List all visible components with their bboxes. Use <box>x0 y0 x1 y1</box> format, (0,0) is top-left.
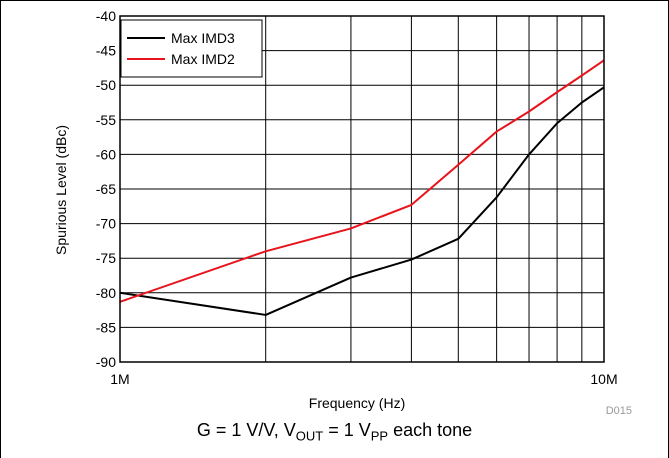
plot-area-border <box>119 15 605 363</box>
y-tick-label: -75 <box>96 250 116 266</box>
y-tick-label: -45 <box>96 43 116 59</box>
x-tick-label: 1M <box>110 371 129 387</box>
y-tick-label: -80 <box>96 285 116 301</box>
axis-layer: -90 -85 -80 -75 -70 -65 -60 -55 -50 -45 -40 1M 10M <box>96 8 618 387</box>
figure-id: D015 <box>606 405 632 417</box>
y-axis-label: Spurious Level (dBc) <box>53 125 69 255</box>
y-tick-label: -70 <box>96 216 116 232</box>
y-tick-label: -85 <box>96 319 116 335</box>
caption-suffix: each tone <box>388 420 473 440</box>
chart-caption: G = 1 V/V, VOUT = 1 VPP each tone <box>0 420 669 444</box>
y-tick-label: -90 <box>96 354 116 370</box>
y-tick-label: -50 <box>96 77 116 93</box>
chart-svg: -90 -85 -80 -75 -70 -65 -60 -55 -50 -45 -40 1M 10M M… <box>53 8 632 417</box>
x-axis-label: Frequency (Hz) <box>309 395 405 411</box>
series-layer <box>119 59 605 316</box>
legend-box <box>120 19 263 78</box>
series-line-max-imd2 <box>119 59 605 303</box>
legend: Max IMD3 Max IMD2 <box>120 19 263 78</box>
caption-pp-subscript: PP <box>370 428 389 444</box>
series-line-max-imd3 <box>119 86 605 316</box>
y-tick-label: -55 <box>96 112 116 128</box>
caption-out-subscript: OUT <box>295 428 324 444</box>
y-tick-label: -40 <box>96 8 116 24</box>
caption-prefix: G = 1 V/V, V <box>196 420 296 440</box>
x-tick-label: 10M <box>590 371 617 387</box>
legend-label-max-imd3: Max IMD3 <box>171 30 235 46</box>
y-tick-label: -60 <box>96 146 116 162</box>
legend-label-max-imd2: Max IMD2 <box>171 51 235 67</box>
caption-middle: = 1 V <box>323 420 371 440</box>
y-tick-label: -65 <box>96 181 116 197</box>
